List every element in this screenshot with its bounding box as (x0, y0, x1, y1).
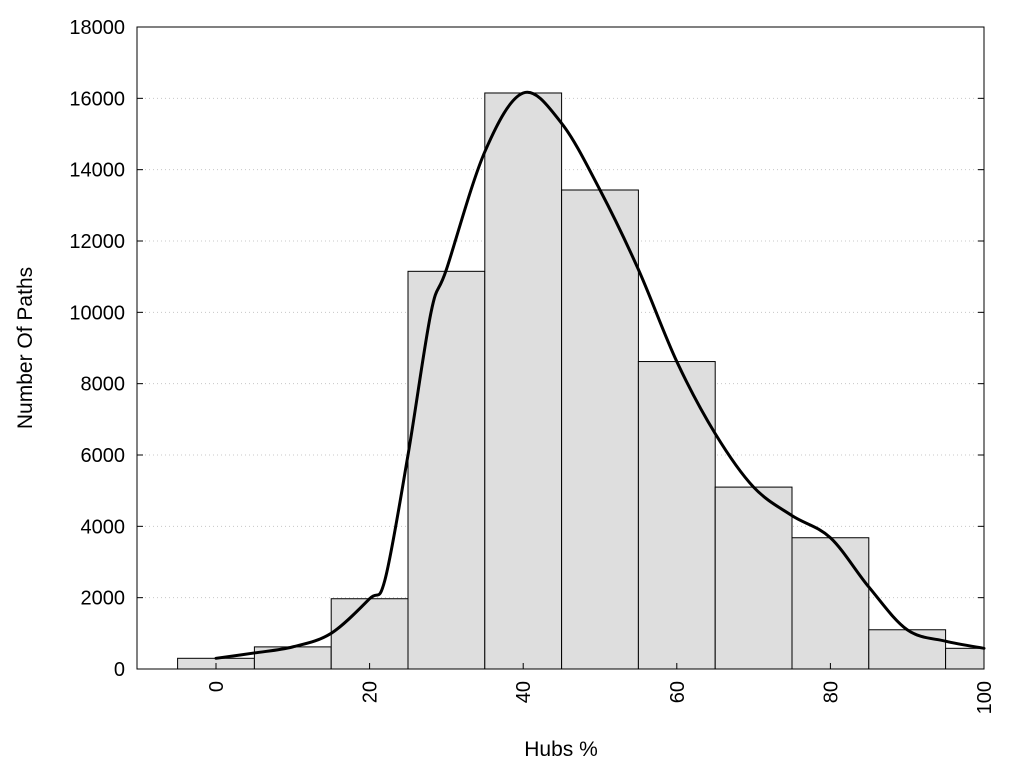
histogram-bar (791, 537, 870, 670)
y-tick-label: 16000 (69, 88, 125, 110)
y-tick-label: 14000 (69, 160, 125, 182)
histogram-bar (407, 270, 486, 670)
histogram-bar (484, 92, 563, 670)
y-tick-label: 4000 (81, 516, 126, 538)
x-tick-label: 20 (360, 681, 382, 703)
y-tick-label: 10000 (69, 302, 125, 324)
x-tick-label: 100 (974, 681, 996, 714)
x-axis: 0 20 40 60 80 100 (206, 663, 996, 714)
density-curve (214, 90, 986, 660)
y-tick-label: 12000 (69, 231, 125, 253)
plot-frame (136, 26, 985, 670)
x-tick-label: 40 (513, 681, 535, 703)
histogram-bar (330, 598, 409, 670)
bars (177, 92, 985, 670)
x-axis-label: Hubs % (524, 738, 598, 761)
x-tick-label: 60 (667, 681, 689, 703)
density-curve-layer (214, 90, 986, 660)
y-tick-label: 8000 (81, 374, 126, 396)
histogram-bar (714, 486, 793, 670)
y-tick-label: 0 (114, 659, 125, 681)
histogram-bar (561, 189, 639, 670)
histogram-bar (945, 647, 985, 670)
y-tick-label: 6000 (81, 445, 126, 467)
y-axis: 0 2000 4000 6000 8000 10000 12000 14000 16000 180… (69, 17, 984, 681)
y-tick-label: 18000 (69, 17, 125, 39)
histogram-bar (868, 629, 947, 670)
histogram-bar (637, 361, 716, 670)
y-tick-label: 2000 (81, 588, 126, 610)
x-tick-label: 0 (206, 681, 228, 692)
y-axis-label: Number Of Paths (14, 267, 37, 429)
x-tick-label: 80 (820, 681, 842, 703)
